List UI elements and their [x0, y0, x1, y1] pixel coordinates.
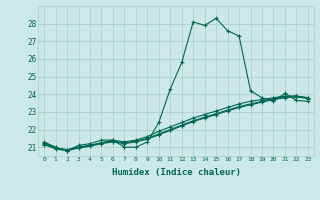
- X-axis label: Humidex (Indice chaleur): Humidex (Indice chaleur): [111, 168, 241, 177]
